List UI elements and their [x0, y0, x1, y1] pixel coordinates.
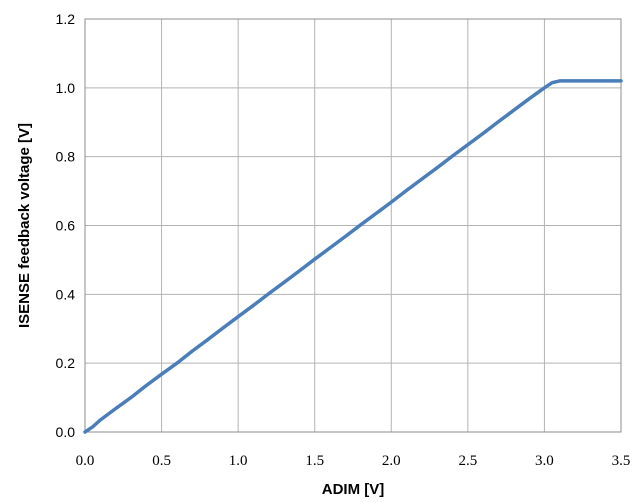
y-axis-label: ISENSE feedback voltage [V]: [16, 123, 33, 328]
x-tick-label: 0.0: [76, 453, 95, 469]
x-tick-label: 3.5: [612, 453, 631, 469]
x-tick-label: 1.5: [305, 453, 324, 469]
y-tick-label: 0.0: [56, 424, 76, 440]
x-tick-labels: 0.0 0.5 1.0 1.5 2.0 2.5 3.0 3.5: [76, 453, 631, 469]
x-axis-label: ADIM [V]: [322, 481, 385, 498]
x-tick-label: 2.5: [458, 453, 477, 469]
y-tick-label: 0.6: [56, 218, 76, 234]
x-tick-label: 3.0: [535, 453, 554, 469]
x-tick-label: 1.0: [229, 453, 248, 469]
y-tick-label: 0.2: [56, 355, 76, 371]
plot-frame: [84, 18, 622, 433]
grid: [84, 18, 622, 433]
y-tick-label: 0.8: [56, 149, 76, 165]
y-tick-labels: 0.0 0.2 0.4 0.6 0.8 1.0 1.2: [56, 11, 76, 440]
y-tick-label: 1.0: [56, 80, 76, 96]
y-tick-label: 0.4: [56, 286, 76, 302]
x-tick-label: 2.0: [382, 453, 401, 469]
y-tick-label: 1.2: [56, 11, 76, 27]
series-layer: [83, 79, 623, 434]
series-line-0: [83, 79, 623, 434]
x-tick-label: 0.5: [152, 453, 171, 469]
